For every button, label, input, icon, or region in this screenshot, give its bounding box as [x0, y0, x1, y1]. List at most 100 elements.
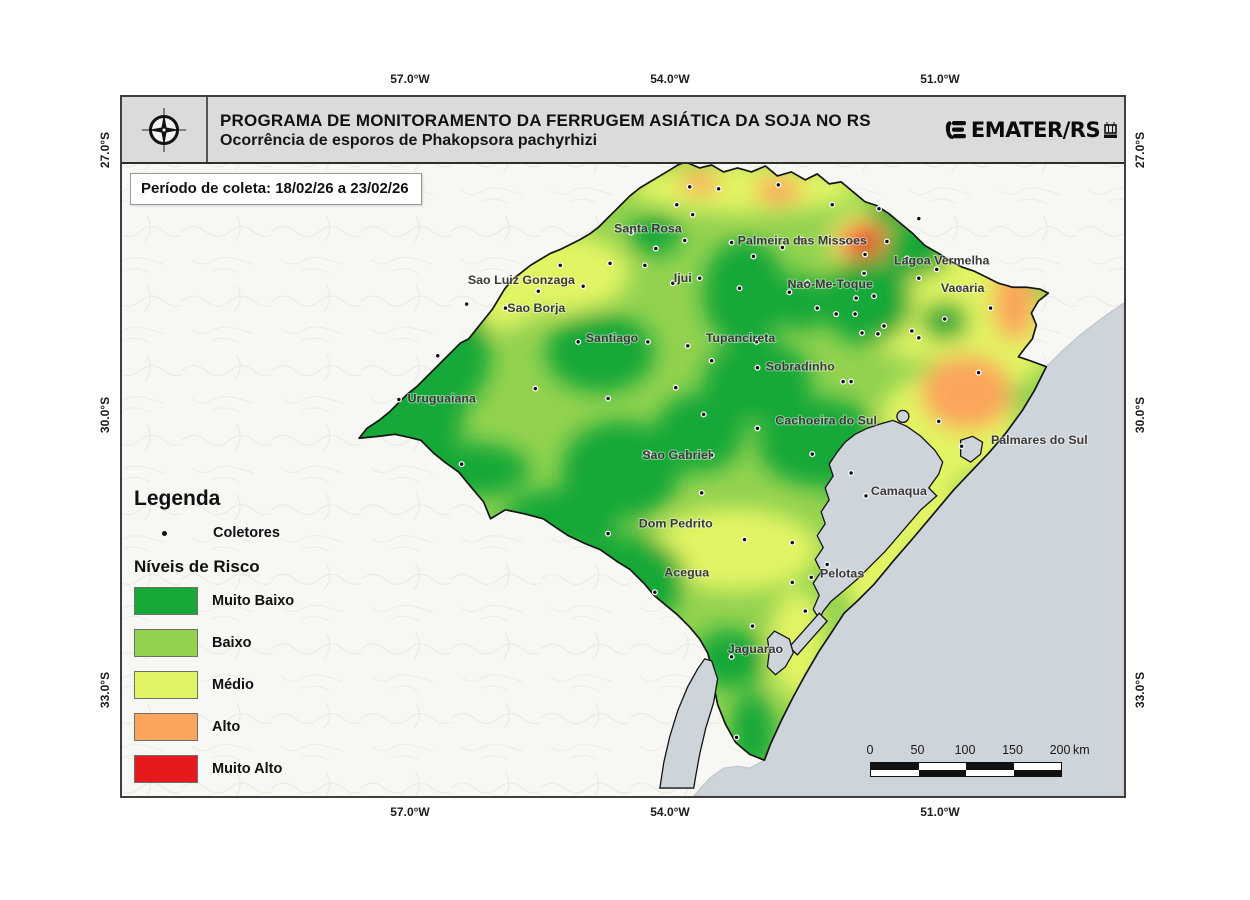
collector-dot	[860, 270, 868, 277]
city-label: Uruguaiana	[408, 392, 477, 406]
legend-label-3: Alto	[212, 719, 241, 735]
collector-dot	[933, 266, 940, 273]
collector-dot	[463, 301, 470, 308]
palmares-lagoon	[960, 435, 984, 463]
map-subtitle: Ocorrência de esporos de Phakopsora pach…	[220, 132, 598, 150]
collector-dot	[861, 251, 869, 258]
collector-dot	[681, 237, 688, 244]
legend-label-0: Muito Baixo	[212, 593, 295, 609]
scalebar-cell	[1013, 769, 1061, 776]
risk-levels-list: Muito Baixo Baixo Médio Alto Muito Alto	[134, 587, 294, 783]
legend-label-2: Médio	[212, 677, 254, 693]
map-frame: PROGRAMA DE MONITORAMENTO DA FERRUGEM AS…	[120, 95, 1126, 798]
axis-label-bottom-0: 57.0°W	[390, 805, 430, 819]
city-label: Dom Pedrito	[639, 517, 713, 531]
scalebar: 0 50 100 150 200 km	[867, 743, 1097, 777]
collector-dot	[862, 492, 870, 499]
ascar-emblem-icon	[1104, 121, 1118, 138]
collector-dot	[605, 395, 612, 402]
collector-dot	[535, 288, 542, 295]
collector-dot	[741, 536, 748, 543]
collector-dot	[814, 305, 821, 312]
collector-dot	[804, 279, 811, 286]
collector-dot	[875, 205, 883, 212]
scalebar-tick-2: 100	[954, 743, 976, 757]
collector-dot	[753, 338, 760, 345]
collector-dot	[557, 262, 564, 269]
legend-row-0: Muito Baixo	[134, 587, 294, 615]
scalebar-cell	[1013, 763, 1061, 770]
city-label: Sobradinho	[766, 360, 835, 374]
collector-dot	[957, 285, 964, 292]
collector-dot	[852, 311, 859, 318]
emater-logo: EMATER/RS	[938, 97, 1124, 162]
city-label: Nao-Me-Toque	[787, 277, 873, 291]
scalebar-tick-3: 150	[1002, 743, 1023, 757]
collector-dot	[580, 283, 587, 290]
lagoa-dos-patos	[812, 419, 944, 621]
axis-label-top-0: 57.0°W	[390, 72, 430, 86]
collector-dot	[607, 260, 614, 267]
axis-label-left-1: 30.0°S	[98, 396, 112, 434]
legend-title: Legenda	[134, 487, 221, 510]
collector-dot	[941, 315, 948, 323]
city-label: Sao Borja	[507, 301, 565, 315]
collector-dot	[652, 245, 659, 252]
collector-dot	[859, 329, 866, 336]
axis-label-left-0: 27.0°S	[98, 131, 112, 169]
collector-dot	[908, 327, 915, 334]
city-label: Cachoeira do Sul	[775, 413, 877, 427]
collector-dot	[870, 293, 878, 300]
legend-swatch-4	[134, 755, 198, 783]
scalebar-cell	[871, 763, 919, 770]
collector-dot	[696, 275, 703, 282]
collector-dot	[754, 425, 761, 432]
collector-dot	[627, 229, 635, 236]
city-label: Lagoa Vermelha	[894, 253, 989, 267]
collector-dot	[684, 342, 691, 349]
scalebar-cell	[966, 769, 1014, 776]
risk-zone	[679, 170, 720, 195]
lagoons	[659, 409, 984, 789]
collector-dot	[754, 364, 761, 371]
collector-dot	[644, 338, 651, 345]
collector-dot	[798, 236, 805, 243]
city-label: Sao Gabriel	[642, 448, 711, 462]
axis-label-top-2: 51.0°W	[920, 72, 960, 86]
collector-dot	[915, 215, 922, 222]
legend-row-3: Alto	[134, 713, 294, 741]
risk-zone	[545, 313, 655, 393]
collector-dot	[733, 734, 740, 741]
city-label: Palmares do Sul	[991, 433, 1088, 447]
risk-zone	[773, 275, 830, 331]
emater-hand-icon	[945, 120, 966, 139]
collector-dot	[669, 280, 676, 287]
collector-dot	[641, 262, 648, 269]
collectors-label: Coletores	[213, 525, 280, 541]
scalebar-ticks: 0 50 100 150 200 km	[867, 743, 1097, 760]
scalebar-bar	[870, 762, 1062, 777]
collector-dot	[833, 311, 840, 318]
collector-dot	[728, 653, 735, 660]
collector-dot	[750, 253, 757, 260]
harbor-inlet	[766, 630, 795, 676]
collector-dot	[848, 378, 855, 385]
risk-zone	[649, 507, 820, 592]
scalebar-tick-0: 0	[866, 743, 874, 757]
city-label: Jaguarao	[728, 642, 784, 656]
collector-dot	[708, 357, 715, 364]
collector-dot	[395, 396, 402, 403]
city-label: Santa Rosa	[614, 222, 682, 236]
collector-dot	[708, 452, 715, 459]
collector-dot	[532, 385, 539, 392]
collector-dot	[575, 338, 582, 345]
collector-dot	[651, 589, 658, 596]
risk-levels-title: Níveis de Risco	[134, 557, 260, 576]
city-label: Santiago	[586, 331, 639, 345]
collector-dot	[841, 239, 848, 246]
collector-dot-symbol	[162, 530, 167, 536]
collector-dot	[915, 275, 922, 282]
collector-dot	[809, 451, 816, 458]
scalebar-tick-1: 50	[910, 743, 925, 757]
legend-row-1: Baixo	[134, 629, 294, 657]
